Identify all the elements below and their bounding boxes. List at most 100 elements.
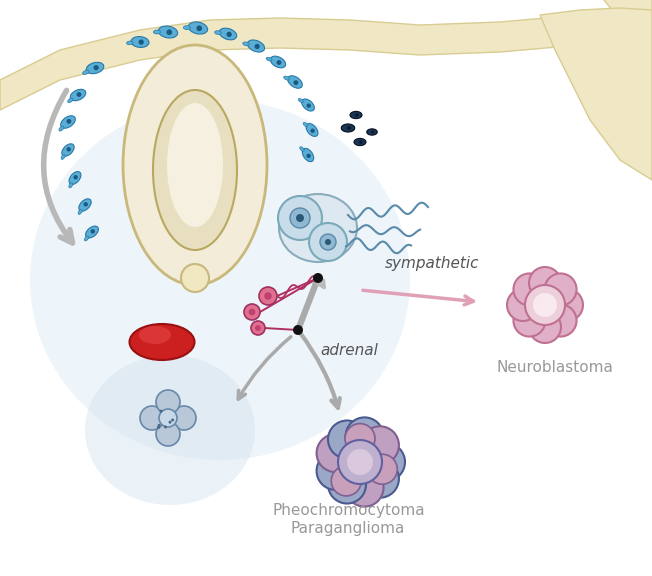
Ellipse shape [61, 154, 65, 160]
Circle shape [140, 406, 164, 430]
Circle shape [93, 65, 99, 70]
Circle shape [251, 321, 265, 335]
FancyArrowPatch shape [44, 90, 72, 243]
FancyArrowPatch shape [363, 290, 473, 305]
Ellipse shape [83, 70, 89, 74]
Circle shape [306, 154, 311, 158]
Circle shape [255, 325, 261, 331]
Ellipse shape [215, 31, 221, 35]
Circle shape [164, 426, 167, 429]
Ellipse shape [302, 99, 314, 111]
Circle shape [507, 289, 539, 321]
Circle shape [338, 440, 382, 484]
Circle shape [83, 202, 88, 206]
Circle shape [157, 426, 160, 429]
Circle shape [67, 147, 71, 151]
Ellipse shape [300, 147, 304, 151]
Circle shape [290, 208, 310, 228]
Circle shape [317, 452, 355, 490]
Circle shape [361, 460, 399, 498]
Ellipse shape [59, 126, 64, 131]
Ellipse shape [284, 76, 289, 80]
Ellipse shape [69, 172, 81, 184]
Ellipse shape [188, 22, 207, 34]
Circle shape [264, 292, 272, 300]
Circle shape [166, 29, 172, 35]
Text: Paraganglioma: Paraganglioma [290, 521, 404, 536]
Circle shape [328, 420, 366, 458]
FancyArrowPatch shape [300, 332, 340, 408]
Circle shape [181, 264, 209, 292]
Circle shape [76, 92, 82, 97]
Ellipse shape [299, 98, 303, 103]
FancyArrowPatch shape [318, 280, 324, 287]
Ellipse shape [86, 62, 104, 74]
Text: sympathetic: sympathetic [385, 256, 479, 271]
Ellipse shape [30, 100, 410, 460]
Circle shape [355, 113, 359, 117]
Ellipse shape [271, 56, 286, 68]
Text: Neuroblastoma: Neuroblastoma [497, 360, 614, 375]
Circle shape [328, 465, 366, 503]
Text: Pheochromocytoma: Pheochromocytoma [272, 503, 424, 518]
Ellipse shape [288, 76, 303, 88]
Circle shape [248, 309, 256, 316]
Ellipse shape [266, 57, 272, 61]
Circle shape [171, 419, 174, 422]
Ellipse shape [354, 138, 366, 146]
Circle shape [347, 449, 373, 475]
FancyArrowPatch shape [238, 337, 291, 399]
Circle shape [544, 274, 576, 305]
Ellipse shape [350, 111, 362, 119]
Ellipse shape [123, 45, 267, 285]
Circle shape [226, 32, 231, 37]
Circle shape [317, 434, 355, 472]
Ellipse shape [139, 326, 171, 344]
Ellipse shape [279, 194, 357, 262]
Text: adrenal: adrenal [320, 343, 378, 358]
Circle shape [367, 443, 405, 481]
Ellipse shape [167, 103, 223, 227]
Ellipse shape [62, 144, 74, 156]
Circle shape [525, 285, 565, 325]
Ellipse shape [153, 90, 237, 250]
Circle shape [367, 454, 397, 484]
Ellipse shape [130, 324, 194, 360]
Ellipse shape [153, 30, 160, 34]
Ellipse shape [366, 129, 378, 135]
Ellipse shape [78, 210, 82, 214]
Ellipse shape [341, 124, 355, 132]
Circle shape [160, 410, 162, 412]
Circle shape [325, 239, 331, 245]
Ellipse shape [306, 124, 318, 137]
Circle shape [345, 423, 375, 454]
Ellipse shape [61, 116, 76, 128]
Circle shape [347, 126, 351, 130]
Circle shape [371, 130, 374, 134]
Circle shape [306, 104, 311, 108]
Circle shape [158, 424, 160, 427]
Circle shape [310, 128, 315, 133]
Ellipse shape [85, 355, 255, 505]
Circle shape [293, 80, 299, 85]
Ellipse shape [84, 236, 89, 241]
Ellipse shape [126, 41, 133, 45]
Circle shape [513, 274, 546, 305]
Ellipse shape [158, 26, 177, 38]
Circle shape [139, 40, 144, 45]
Ellipse shape [247, 40, 265, 52]
Circle shape [309, 223, 347, 261]
Ellipse shape [303, 149, 314, 162]
Circle shape [529, 311, 561, 343]
Circle shape [156, 390, 180, 414]
Polygon shape [0, 0, 652, 110]
Circle shape [172, 406, 196, 430]
Ellipse shape [79, 199, 91, 211]
Circle shape [254, 44, 259, 49]
Circle shape [361, 426, 399, 464]
Ellipse shape [183, 26, 190, 29]
Ellipse shape [85, 226, 98, 238]
Ellipse shape [69, 183, 72, 188]
Circle shape [156, 422, 180, 446]
Ellipse shape [303, 123, 308, 127]
